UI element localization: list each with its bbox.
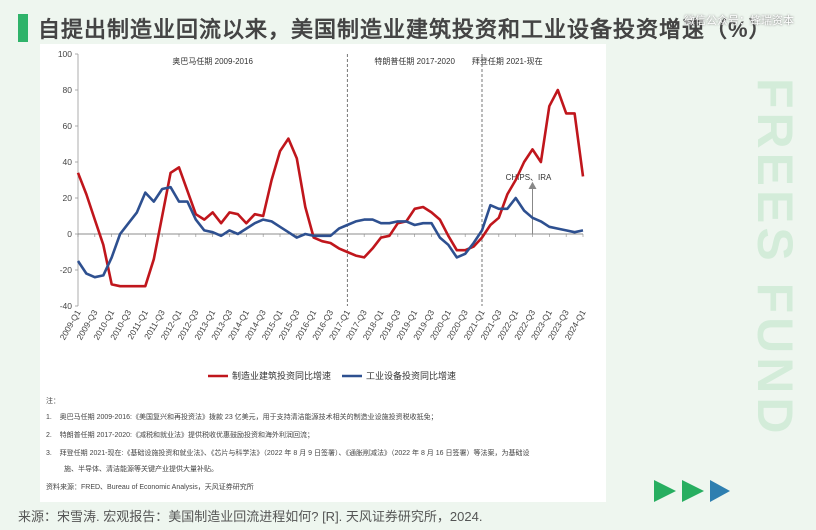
series-line-2	[76, 185, 584, 279]
title-accent-bar	[18, 14, 28, 42]
note-item-1: 1. 奥巴马任期 2009-2016:《美国复兴和再投资法》拨款 23 亿美元，…	[46, 412, 438, 422]
play-arrow-icon	[710, 480, 730, 502]
note-text: 拜登任期 2021-现在:《基础设施投资和就业法》、《芯片与科学法》（2022 …	[59, 450, 530, 457]
page-title: 自提出制造业回流以来，美国制造业建筑投资和工业设备投资增速（%）	[38, 17, 772, 42]
line-chart: -40-200204060801002009-Q12009-Q32010-Q12…	[58, 49, 588, 381]
note-item-2: 2. 特朗普任期 2017-2020:《减税和就业法》提供税收优惠鼓励投资和海外…	[46, 430, 314, 440]
period-label: 奥巴马任期 2009-2016	[172, 56, 253, 66]
note-text: 特朗普任期 2017-2020:《减税和就业法》提供税收优惠鼓励投资和海外利润回…	[59, 432, 314, 439]
legend-label: 工业设备投资同比增速	[366, 370, 456, 381]
y-tick-label: 20	[63, 193, 73, 203]
y-tick-label: 40	[63, 157, 73, 167]
brand-vertical-text: FREES FUND	[747, 78, 803, 437]
note-num: 2.	[46, 432, 52, 439]
notes-header: 注：	[46, 398, 60, 405]
play-arrows-decoration	[654, 480, 730, 502]
notes-block: 注： 1. 奥巴马任期 2009-2016:《美国复兴和再投资法》拨款 23 亿…	[40, 392, 606, 502]
annotation-label: CHIPS、IRA	[506, 173, 552, 182]
y-tick-label: 100	[58, 49, 72, 59]
y-tick-label: 60	[63, 121, 73, 131]
y-tick-label: 0	[67, 229, 72, 239]
chart-panel: -40 -20 0 20 40 60 80 100 2009-Q1 2009-Q3 2010-Q1 2…	[40, 44, 606, 444]
note-text: 奥巴马任期 2009-2016:《美国复兴和再投资法》拨款 23 亿美元，用于支…	[59, 414, 438, 421]
source-citation: 来源：宋雪涛. 宏观报告：美国制造业回流进程如何? [R]. 天风证券研究所，2…	[18, 509, 483, 524]
note-item-3-cont: 施、半导体、清洁能源等关键产业提供大量补贴。	[64, 466, 218, 473]
note-num: 1.	[46, 414, 52, 421]
brand-vertical-watermark: FREES FUND	[747, 78, 803, 437]
period-label: 特朗普任期 2017-2020	[374, 56, 455, 66]
annotation-arrow-head	[528, 181, 537, 189]
y-tick-label: -40	[60, 301, 73, 311]
period-label: 拜登任期 2021-现在	[472, 56, 543, 66]
data-source-note: 资料来源：FRED、Bureau of Economic Analysis，天风…	[46, 484, 254, 491]
y-tick-label: -20	[60, 265, 73, 275]
y-tick-label: 80	[63, 85, 73, 95]
note-item-3: 3. 拜登任期 2021-现在:《基础设施投资和就业法》、《芯片与科学法》（20…	[46, 448, 529, 458]
play-arrow-icon	[682, 480, 704, 502]
series-line-1	[76, 88, 585, 288]
note-num: 3.	[46, 450, 52, 457]
play-arrow-icon	[654, 480, 676, 502]
wechat-watermark: 微信公众号：蜂瑞资本	[684, 15, 794, 27]
legend-label: 制造业建筑投资同比增速	[232, 370, 331, 381]
